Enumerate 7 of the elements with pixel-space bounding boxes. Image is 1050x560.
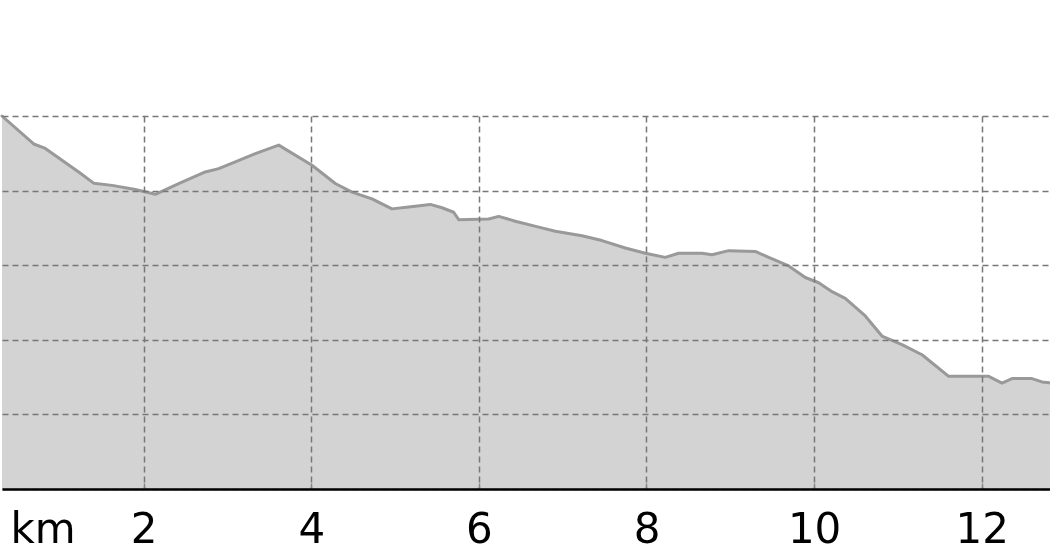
x-tick-label: 12 (955, 503, 1009, 553)
x-tick-label: 2 (130, 503, 158, 553)
x-tick-label: 8 (633, 503, 661, 553)
x-axis-title: km (10, 503, 76, 553)
x-tick-label: 6 (466, 503, 493, 553)
x-tick-label: 4 (298, 503, 326, 553)
x-tick-label: 10 (787, 503, 842, 553)
